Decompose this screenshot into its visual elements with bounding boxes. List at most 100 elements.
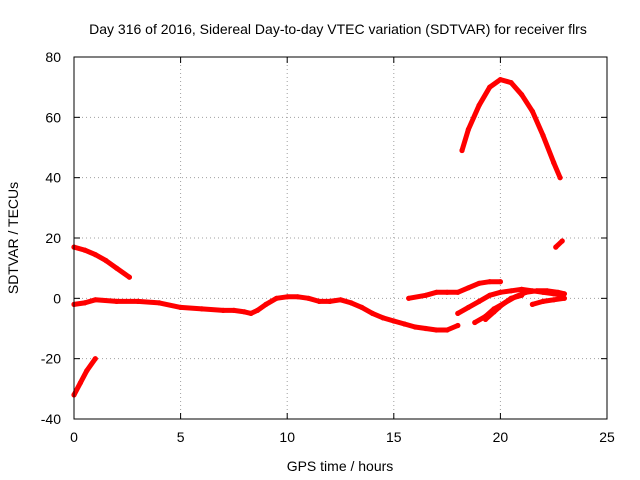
data-point [82,247,88,253]
data-point [126,274,132,280]
data-point [178,304,184,310]
y-tick-label: 80 [45,49,61,65]
data-point [406,295,412,301]
data-point [519,286,525,292]
y-tick-label: 0 [53,290,61,306]
x-tick-label: 0 [70,429,78,445]
data-point [231,307,237,313]
data-point [103,258,109,264]
data-point [540,298,546,304]
data-point [544,288,550,294]
data-point [77,380,83,386]
data-point [254,307,260,313]
data-point [482,316,489,322]
data-point [508,288,514,294]
data-point [135,298,141,304]
data-point [540,132,546,138]
x-axis-label: GPS time / hours [287,458,394,474]
data-point [487,279,493,285]
data-point [391,318,397,324]
data-point [561,291,568,297]
data-point [199,306,205,312]
grid [74,57,607,419]
data-point [499,301,506,307]
data-point [423,325,429,332]
y-tick-label: -40 [41,411,61,427]
data-point [316,298,322,304]
data-point [465,126,471,132]
data-point [401,321,408,327]
series-early-descending [71,244,132,280]
series-group [71,77,568,398]
data-point [455,310,461,316]
data-point [487,84,493,90]
data-point [529,108,536,114]
data-point [82,300,88,306]
data-point [359,304,365,310]
data-point [465,304,471,310]
series-late-tail [529,295,567,307]
y-axis-label: SDTVAR / TECUs [5,182,21,294]
data-point [327,298,333,304]
data-point [557,175,563,181]
data-point [555,289,561,295]
data-point [114,298,120,304]
data-point [519,292,525,298]
data-point [534,288,540,294]
data-point [523,289,529,295]
data-point [305,295,312,301]
data-point [497,279,503,285]
data-point [114,265,120,271]
data-point [497,77,503,83]
y-tick-label: -20 [41,351,61,367]
data-point [465,285,471,291]
data-point [455,289,461,295]
data-point [459,147,465,154]
data-point [455,322,461,329]
data-point [444,327,450,333]
series-early-rising [71,356,98,398]
x-tick-label: 25 [599,429,615,445]
data-point [508,295,514,301]
data-point [433,289,439,295]
data-point [263,301,269,307]
data-point [472,319,478,326]
data-point [476,102,482,108]
data-point [444,289,450,295]
data-point [559,238,565,244]
data-point [337,297,344,303]
data-point [380,315,386,321]
data-point [412,324,418,330]
data-point [497,289,503,295]
y-tick-label: 40 [45,170,61,186]
data-point [84,368,90,374]
plot-frame [73,56,608,420]
data-point [551,297,557,303]
x-tick-label: 5 [177,429,185,445]
data-point [491,309,497,315]
x-tick-label: 10 [279,429,295,445]
data-point [508,80,514,86]
data-point [348,300,354,306]
y-tick-label: 60 [45,109,61,125]
data-point [295,294,301,300]
x-tick-label: 15 [386,429,402,445]
x-tick-label: 20 [493,429,509,445]
chart-title: Day 316 of 2016, Sidereal Day-to-day VTE… [89,21,587,37]
data-point [92,356,98,362]
data-point [551,160,557,166]
data-point [423,292,429,298]
data-point [553,244,559,250]
tick-group: 0 5 10 15 20 25 -40 -20 0 20 40 60 80 [41,49,615,445]
data-point [369,310,376,316]
data-point [220,307,226,313]
series-main-band [71,294,461,333]
data-point [476,298,482,304]
data-point [433,327,439,333]
data-point [476,280,482,286]
data-point [561,295,568,301]
data-point [284,294,290,300]
data-point [242,309,248,315]
series-arc-high [459,77,563,181]
